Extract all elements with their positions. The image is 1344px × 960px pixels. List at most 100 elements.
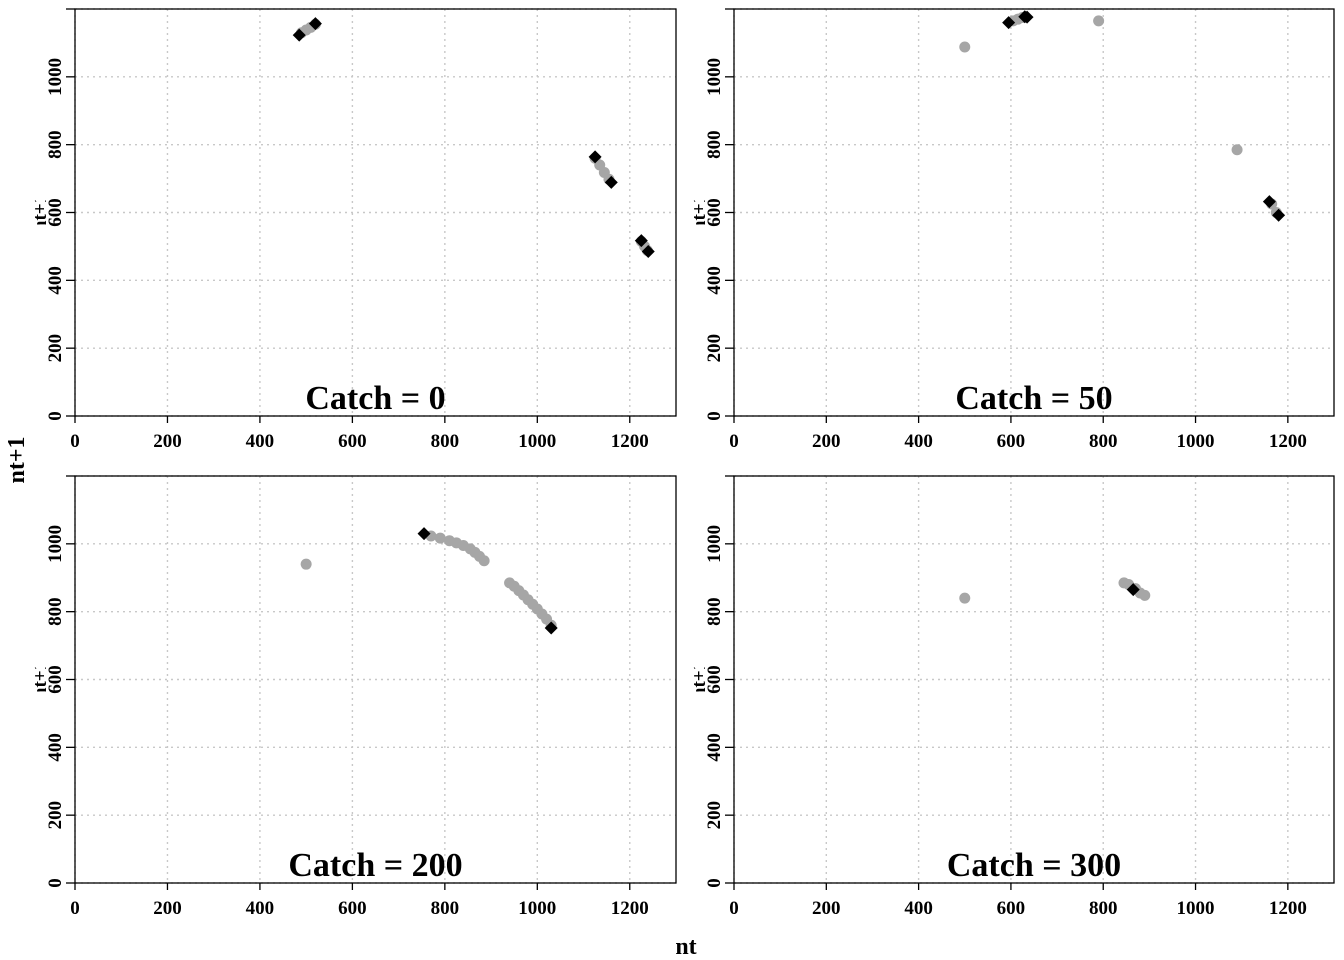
- endpoint-marker: [1002, 16, 1016, 30]
- x-tick-label: 600: [338, 431, 367, 452]
- x-tick-label: 400: [246, 898, 275, 919]
- x-tick-label: 400: [904, 898, 933, 919]
- panel-2: 0 200 400 600 800 1000 1200 0 200 400 600 800 1000 nt…: [689, 8, 1335, 452]
- y-tick-label: 400: [704, 733, 725, 762]
- x-tick-label: 400: [246, 431, 275, 452]
- y-tick-label: 800: [704, 130, 725, 159]
- endpoint-marker: [641, 245, 655, 259]
- x-tick-label: 0: [70, 898, 80, 919]
- grid: [733, 475, 1334, 884]
- y-tick-label: 600: [704, 198, 725, 227]
- endpoint-marker: [423, 0, 436, 6]
- data-points: [959, 10, 1286, 222]
- y-tick-label: 1000: [45, 525, 66, 563]
- endpoint-marker: [417, 527, 431, 541]
- x-tick-label: 600: [997, 898, 1026, 919]
- endpoint-marker: [588, 150, 602, 164]
- trajectory-point: [421, 0, 432, 5]
- data-points: [292, 0, 655, 259]
- y-tick-label: 600: [45, 198, 66, 227]
- x-tick-label: 1200: [1269, 431, 1307, 452]
- x-tick-label: 200: [153, 898, 182, 919]
- x-tick-label: 1200: [1269, 898, 1307, 919]
- y-tick-label: 1000: [704, 525, 725, 563]
- panel-4: 0 200 400 600 800 1000 1200 0 200 400 600 800 1000 nt…: [689, 475, 1335, 919]
- y-tick-label: 200: [45, 801, 66, 830]
- trajectory-point: [478, 555, 490, 567]
- x-tick-label: 200: [812, 898, 841, 919]
- panel-ylabel-fragment: nt+1: [689, 194, 710, 231]
- x-tick-label: 600: [997, 431, 1026, 452]
- x-tick-label: 0: [729, 431, 739, 452]
- panel-label: Catch = 300: [947, 847, 1121, 884]
- y-tick-label: 800: [45, 597, 66, 626]
- data-points: [959, 577, 1151, 604]
- x-tick-label: 800: [1089, 431, 1118, 452]
- data-points: [300, 527, 558, 635]
- endpoint-marker: [1272, 208, 1286, 222]
- y-tick-label: 0: [45, 411, 66, 421]
- trajectory-point: [434, 532, 446, 544]
- y-tick-label: 200: [704, 801, 725, 830]
- panel-ylabel-fragment: nt+1: [689, 661, 710, 698]
- y-tick-label: 1000: [45, 58, 66, 96]
- trajectory-point: [300, 558, 312, 570]
- trajectory-point: [1093, 15, 1105, 27]
- trajectory-point: [414, 0, 425, 3]
- panel-1: 0 200 400 600 800 1000 1200 0 200 400 600 800 1000 nt…: [30, 0, 677, 452]
- y-tick-label: 400: [45, 733, 66, 762]
- y-tick-label: 0: [45, 878, 66, 888]
- endpoint-marker: [1262, 195, 1276, 209]
- endpoint-marker: [1126, 583, 1140, 597]
- endpoint-marker: [292, 28, 306, 42]
- y-tick-label: 800: [45, 130, 66, 159]
- endpoint-marker: [544, 621, 558, 635]
- y-tick-label: 400: [704, 266, 725, 295]
- grid: [74, 8, 676, 417]
- panel-3: 0 200 400 600 800 1000 1200 0 200 400 600 800 1000 nt…: [30, 475, 677, 919]
- y-tick-label: 600: [45, 665, 66, 694]
- x-axis-label: nt: [675, 934, 696, 960]
- trajectory-point: [1231, 144, 1243, 156]
- trajectory-point: [959, 41, 971, 53]
- x-tick-label: 1000: [1177, 431, 1215, 452]
- endpoint-marker: [308, 17, 322, 31]
- endpoint-marker: [1020, 10, 1034, 24]
- trajectory-point: [959, 592, 971, 604]
- y-tick-label: 200: [45, 334, 66, 363]
- panels: 0 200 400 600 800 1000 1200 0 200 400 600 800 1000 nt…: [30, 0, 1335, 919]
- grid: [74, 475, 676, 884]
- panel-label: Catch = 200: [288, 847, 462, 884]
- x-tick-label: 0: [729, 898, 739, 919]
- y-tick-label: 0: [704, 411, 725, 421]
- x-tick-label: 0: [70, 431, 80, 452]
- x-tick-label: 800: [1089, 898, 1118, 919]
- x-tick-label: 200: [153, 431, 182, 452]
- trajectory-point: [407, 0, 418, 2]
- endpoint-marker: [604, 175, 618, 189]
- x-tick-label: 1200: [611, 431, 649, 452]
- y-tick-label: 1000: [704, 58, 725, 96]
- endpoint-marker: [634, 234, 648, 248]
- x-tick-label: 800: [431, 431, 460, 452]
- panel-label: Catch = 50: [955, 380, 1112, 417]
- x-tick-label: 600: [338, 898, 367, 919]
- y-axis-label: nt+1: [4, 436, 30, 483]
- x-tick-label: 400: [904, 431, 933, 452]
- x-tick-label: 800: [431, 898, 460, 919]
- x-tick-label: 1200: [611, 898, 649, 919]
- y-tick-label: 800: [704, 597, 725, 626]
- y-tick-label: 200: [704, 334, 725, 363]
- x-tick-label: 1000: [518, 431, 556, 452]
- x-tick-label: 1000: [518, 898, 556, 919]
- x-tick-label: 1000: [1177, 898, 1215, 919]
- x-tick-label: 200: [812, 431, 841, 452]
- trajectory-point: [1139, 589, 1151, 601]
- panel-label: Catch = 0: [305, 380, 445, 417]
- panel-ylabel-fragment: nt+1: [30, 661, 51, 698]
- panel-ylabel-fragment: nt+1: [30, 194, 51, 231]
- y-tick-label: 0: [704, 878, 725, 888]
- y-tick-label: 600: [704, 665, 725, 694]
- y-tick-label: 400: [45, 266, 66, 295]
